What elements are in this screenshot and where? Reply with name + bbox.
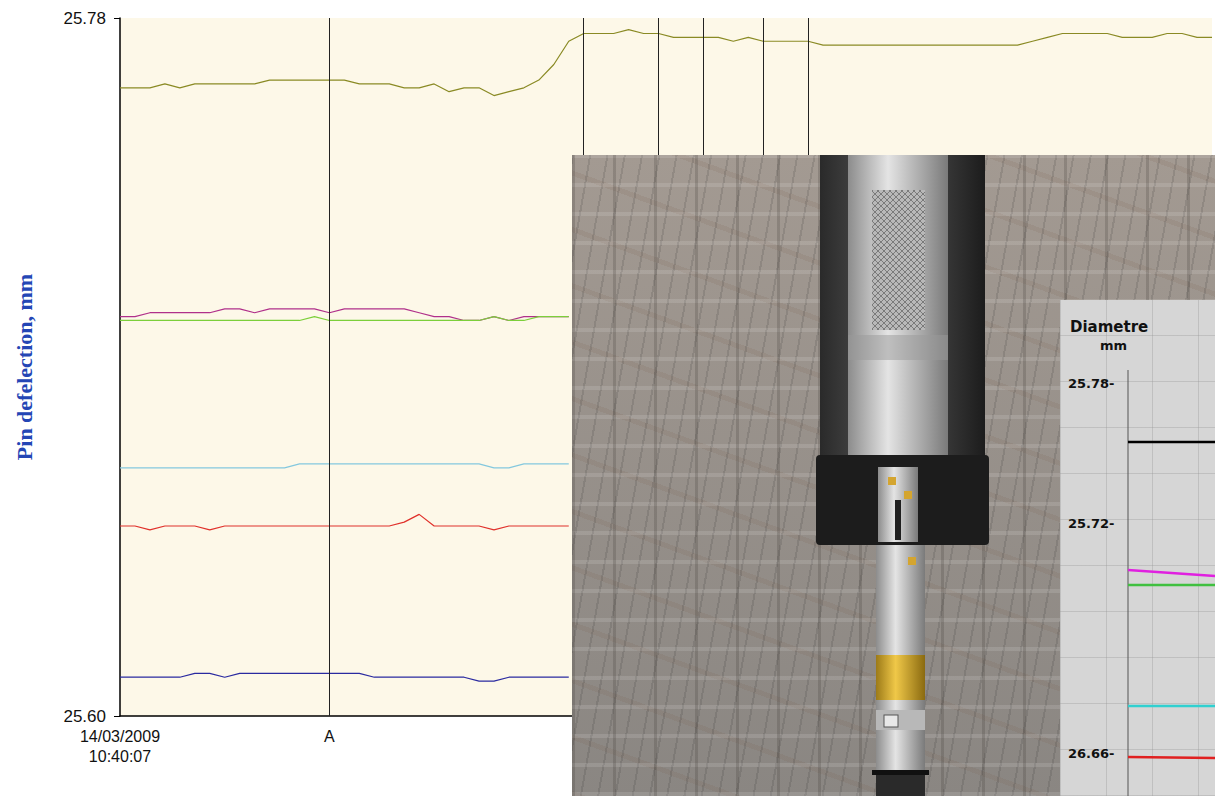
svg-text:10:40:07: 10:40:07 [89, 748, 151, 765]
svg-text:25.78: 25.78 [63, 9, 106, 28]
html-text:25.78-: 25.78- [1068, 376, 1115, 391]
svg-text:A: A [324, 728, 335, 745]
html-text:25.72-: 25.72- [1068, 516, 1115, 531]
html-text:Diametre: Diametre [1070, 318, 1149, 336]
svg-text:25.60: 25.60 [63, 707, 106, 726]
html-text:26.66-: 26.66- [1068, 746, 1115, 761]
svg-text:Pin defelection, mm: Pin defelection, mm [12, 274, 37, 460]
html-text:mm: mm [1100, 338, 1128, 353]
svg-text:14/03/2009: 14/03/2009 [80, 728, 160, 745]
